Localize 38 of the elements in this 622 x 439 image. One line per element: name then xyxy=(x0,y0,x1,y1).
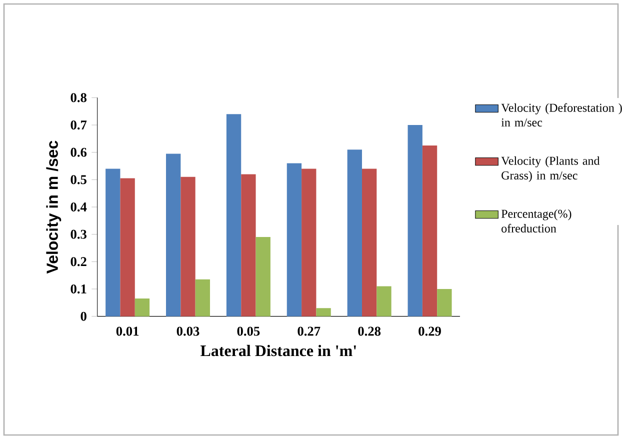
bar xyxy=(180,176,196,316)
bar xyxy=(347,150,362,316)
y-tick-label: 0.5 xyxy=(70,175,86,184)
bar xyxy=(106,168,120,316)
x-tick-label: 0.05 xyxy=(237,326,260,336)
bar xyxy=(302,168,316,316)
y-tick-label: 0.3 xyxy=(70,230,86,239)
bar xyxy=(226,114,242,316)
bar xyxy=(256,237,270,316)
bar xyxy=(437,288,452,316)
x-axis-title: Lateral Distance in 'm' xyxy=(200,344,356,356)
x-tick-label: 0.03 xyxy=(176,326,200,336)
bar xyxy=(362,168,377,316)
bar xyxy=(120,178,135,316)
y-tick-label: 0.1 xyxy=(70,284,86,294)
bar xyxy=(241,174,256,316)
bar xyxy=(166,154,181,316)
y-tick-label: 0.8 xyxy=(70,93,87,102)
bar xyxy=(195,279,210,316)
legend-label: Velocity (Deforestation ) in m/sec xyxy=(501,103,622,127)
x-tick-label: 0.28 xyxy=(358,326,381,336)
bar xyxy=(408,125,422,316)
y-axis-title: Velocity in m /sec xyxy=(46,140,62,274)
y-tick-label: 0.6 xyxy=(70,148,87,157)
bar xyxy=(286,163,302,316)
y-tick-label: 0.2 xyxy=(70,257,86,266)
y-tick-label: 0.7 xyxy=(70,120,87,130)
bar xyxy=(134,298,150,316)
legend-label: Velocity (Plants and Grass) in m/sec xyxy=(501,156,600,182)
x-tick-label: 0.27 xyxy=(298,326,320,336)
y-tick-label: 0.4 xyxy=(70,202,87,212)
bar xyxy=(422,146,438,316)
x-tick-label: 0.01 xyxy=(116,326,139,336)
bar xyxy=(316,308,331,316)
legend-label: Percentage(%) ofreduction xyxy=(501,209,572,232)
x-tick-label: 0.29 xyxy=(418,326,441,336)
y-tick-label: 0 xyxy=(80,312,86,321)
bar xyxy=(376,286,392,316)
